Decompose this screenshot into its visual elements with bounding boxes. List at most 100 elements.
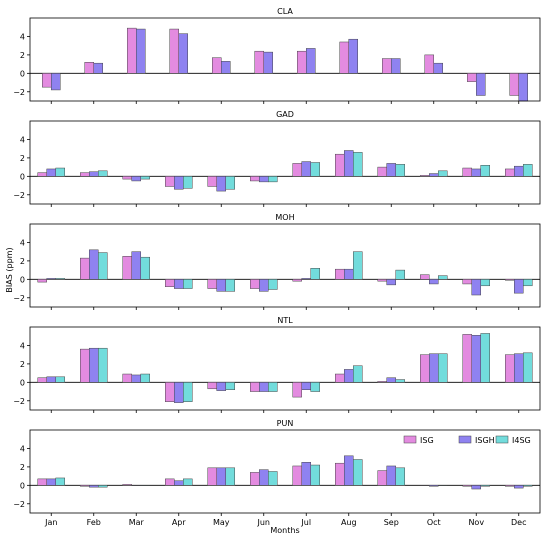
y-tick-label: 2 [20, 463, 25, 472]
bar [84, 62, 94, 74]
bar [89, 171, 99, 177]
bar [348, 38, 358, 74]
bar [339, 41, 349, 74]
panel-cla [27, 17, 541, 104]
bar [183, 279, 193, 289]
y-tick-label: 4 [20, 135, 25, 144]
panel-gad [27, 120, 541, 207]
bar [292, 382, 302, 398]
bar [93, 62, 103, 74]
x-tick-label: Jul [300, 518, 311, 527]
bar [395, 467, 405, 486]
bar [46, 278, 56, 280]
axes-frame [29, 223, 541, 308]
bar [80, 257, 90, 280]
bar [344, 455, 354, 486]
bar [523, 279, 533, 287]
bar [429, 485, 439, 487]
bar [306, 48, 316, 74]
bar [523, 352, 533, 383]
panel-title: MOH [275, 213, 294, 222]
bar [80, 485, 90, 487]
bar [301, 278, 311, 280]
bar [140, 176, 150, 180]
y-tick-label: 0 [20, 172, 25, 181]
bar [259, 279, 269, 292]
bar [433, 62, 443, 74]
axes-frame [29, 326, 541, 411]
x-axis-label: Months [270, 526, 299, 535]
bar [212, 57, 222, 74]
bar [131, 374, 141, 383]
bar [174, 176, 184, 190]
bar [178, 33, 188, 74]
axes-frame [29, 17, 541, 102]
y-tick-label: 0 [20, 69, 25, 78]
bar [462, 334, 472, 383]
bar [80, 172, 90, 177]
bar [292, 163, 302, 177]
bar [46, 376, 56, 383]
y-tick-label: 4 [20, 238, 25, 247]
y-tick-label: 2 [20, 51, 25, 60]
bar [395, 379, 405, 383]
bar [471, 168, 481, 177]
bar [37, 279, 47, 283]
bar [420, 354, 430, 383]
legend-label-isg: ISG [420, 436, 434, 445]
bar [429, 279, 439, 285]
bar [301, 462, 311, 486]
bar [89, 485, 99, 488]
y-tick-label: −2 [13, 88, 25, 97]
y-tick-label: −2 [13, 500, 25, 509]
bar [310, 464, 320, 486]
bar [174, 279, 184, 289]
x-tick-label: Oct [427, 518, 441, 527]
bar [514, 165, 524, 177]
y-tick-label: 0 [20, 275, 25, 284]
bar [292, 465, 302, 486]
bar [46, 478, 56, 486]
bar [386, 377, 396, 383]
bar [509, 73, 519, 96]
bar [225, 279, 235, 292]
bar [225, 382, 235, 390]
bar [98, 347, 108, 383]
bar [523, 485, 533, 487]
bar [335, 153, 345, 177]
bar [386, 465, 396, 486]
bar [216, 176, 226, 192]
bar [377, 279, 387, 282]
bar [136, 28, 146, 74]
bar [89, 347, 99, 383]
bar [165, 176, 175, 187]
bar [55, 167, 65, 177]
bar [268, 471, 278, 486]
bar [505, 168, 515, 177]
bar [429, 173, 439, 177]
bar [429, 353, 439, 383]
bar [310, 268, 320, 280]
x-tick-label: Jan [44, 518, 57, 527]
x-tick-label: Apr [172, 518, 187, 527]
bar [183, 478, 193, 486]
x-tick-label: Dec [511, 518, 526, 527]
y-tick-label: 2 [20, 360, 25, 369]
bar [122, 484, 132, 486]
y-tick-label: 4 [20, 444, 25, 453]
bar [420, 175, 430, 177]
bar [225, 176, 235, 190]
x-tick-label: May [213, 518, 230, 527]
bar [386, 279, 396, 286]
legend-swatch-isg [403, 435, 417, 444]
bar [259, 469, 269, 486]
bar [377, 470, 387, 486]
legend [403, 435, 509, 444]
bar [55, 278, 65, 280]
bar [505, 279, 515, 281]
bar [514, 279, 524, 294]
bar [37, 478, 47, 486]
bar [268, 176, 278, 183]
x-tick-label: Feb [87, 518, 101, 527]
